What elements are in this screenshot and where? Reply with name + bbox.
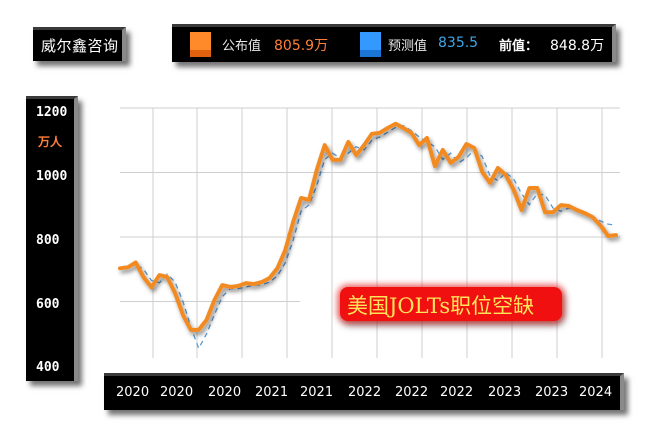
x-axis-panel: 2020 2020 2020 2021 2021 2022 2022 2022 … [104,373,624,410]
x-tick: 2020 [160,385,194,400]
previous-label: 前值： [499,39,539,54]
y-tick-800: 800 [36,233,60,248]
x-tick: 2022 [440,385,474,400]
chart-title: 美国JOLTs职位空缺 [347,294,535,318]
forecast-series-line [119,125,617,350]
y-unit-label: 万人 [38,135,63,149]
forecast-swatch-icon [360,32,381,57]
legend-bar: 公布值 805.9万 预测值 835.5 前值： 848.8万 [172,24,616,62]
y-axis-panel: 1200 万人 1000 800 600 400 [26,96,78,381]
previous-value: 848.8万 [550,38,605,54]
line-chart-plot [118,107,620,358]
x-tick: 2020 [208,385,242,400]
brand-box: 威尔鑫咨询 [33,27,126,61]
x-tick: 2024 [579,385,613,400]
chart-title-badge: 美国JOLTs职位空缺 [340,287,562,321]
x-tick: 2022 [348,385,382,400]
y-tick-600: 600 [36,297,60,312]
x-tick: 2022 [395,385,429,400]
brand-label: 威尔鑫咨询 [41,37,119,55]
y-tick-1200: 1200 [36,105,68,120]
x-tick: 2020 [116,385,150,400]
published-value: 805.9万 [274,38,329,54]
published-swatch-icon [190,32,211,57]
forecast-value: 835.5 [438,35,479,51]
published-series-line [118,121,618,332]
x-tick: 2021 [300,385,334,400]
x-tick: 2021 [255,385,289,400]
published-label: 公布值 [222,39,262,54]
y-tick-1000: 1000 [36,169,68,184]
x-tick: 2023 [488,385,522,400]
forecast-label: 预测值 [388,39,428,54]
y-tick-400: 400 [36,360,60,375]
x-tick: 2023 [535,385,569,400]
